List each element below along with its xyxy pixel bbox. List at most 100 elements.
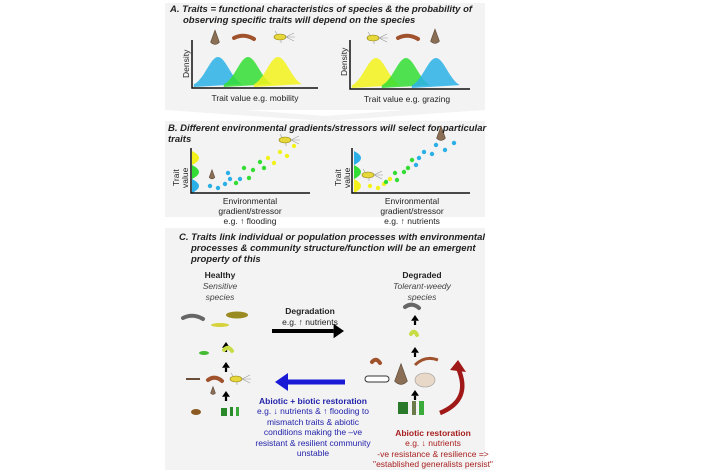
mayfly-legs-icon [279, 133, 300, 146]
text-line: -ve resistance & resilience => [377, 448, 489, 459]
panel-b-right-axes [351, 148, 470, 194]
snail-icon [210, 29, 220, 45]
chironomid-icon [364, 375, 390, 383]
panel-b-left-xlabel-2: gradient/stressor [218, 206, 282, 216]
trait-point [277, 149, 283, 155]
trait-point [394, 177, 400, 183]
snail-icon [436, 125, 446, 141]
trait-point [291, 143, 297, 149]
egg-mass-icon [414, 372, 436, 388]
mayfly-legs-icon [362, 168, 383, 181]
abiotic-biotic-restoration-arrow-head [275, 373, 288, 391]
trait-point [416, 155, 422, 161]
mayfly-icon [273, 33, 287, 41]
amphipod-icon [409, 329, 419, 337]
diatom-icon [412, 401, 416, 415]
food-web-arrow-head [411, 347, 419, 353]
trait-point [429, 151, 435, 157]
degraded-sub2: species [407, 292, 437, 302]
mayfly-icon [366, 34, 380, 42]
text-line: resistant & resilient community [255, 437, 371, 448]
panel-c-background [165, 228, 485, 470]
degraded-heading: Degraded [402, 270, 442, 280]
trait-point [387, 176, 393, 182]
trait-point [367, 183, 373, 189]
panel-a-left-axes [191, 40, 318, 89]
minnow-icon [211, 323, 229, 327]
algae-icon [230, 407, 233, 416]
oligochaete-icon [413, 356, 439, 367]
snail-icon [430, 28, 440, 44]
larva-icon [232, 33, 256, 41]
trait-point [451, 140, 457, 146]
abiotic-biotic-heading: Abiotic + biotic restoration [259, 396, 367, 406]
trait-point [405, 165, 411, 171]
trait-point [375, 185, 381, 191]
mayfly-legs-icon [274, 30, 295, 43]
algae-icon [221, 408, 227, 416]
eel-icon [403, 302, 421, 310]
trait-point [250, 167, 256, 173]
food-web-arrow-head [222, 391, 230, 397]
panel-a-left-xlabel: Trait value e.g. mobility [211, 93, 299, 103]
trait-point [265, 155, 271, 161]
trait-point [392, 170, 398, 176]
panel-b-left-ylabel-2: value [180, 167, 190, 188]
panel-c-title-line3: property of this [191, 254, 261, 265]
trait-distribution-blue [192, 179, 199, 193]
text-line: conditions making the –ve [263, 427, 363, 437]
trait-distribution-yellow [354, 179, 361, 193]
panel-b-right-xlabel-3: e.g. ↑ nutrients [384, 216, 440, 226]
panel-a-background [165, 3, 485, 110]
trait-point [442, 147, 448, 153]
text-line: "established generalists persist" [373, 459, 493, 469]
abiotic-restoration-arrow-head [450, 360, 466, 372]
food-web-arrow-head [411, 390, 419, 396]
mayfly-icon [278, 136, 292, 144]
trait-distribution-blue [354, 151, 361, 165]
degradation-arrow-head [333, 323, 344, 339]
panel-a-chevron [165, 104, 485, 121]
density-curve-blue [411, 58, 460, 88]
panel-b-title-line2: traits [168, 134, 192, 145]
trait-point [233, 180, 239, 186]
panel-a-right-axes [349, 40, 470, 90]
snail-icon [208, 168, 216, 180]
trait-point [246, 175, 252, 181]
caddis-case-icon [191, 409, 201, 415]
larva-icon [206, 375, 224, 383]
larva-icon [396, 33, 420, 41]
text-line: mismatch traits & abiotic [266, 416, 360, 427]
trait-point [383, 179, 389, 185]
food-web-arrow-head [411, 315, 419, 321]
eel-icon [181, 313, 205, 321]
trait-point [261, 165, 267, 171]
algae-icon [236, 407, 239, 416]
stonefly-icon [199, 351, 209, 355]
trait-point [241, 165, 247, 171]
algae-icon [419, 401, 424, 415]
snail-icon [210, 385, 216, 395]
trait-point [413, 162, 419, 168]
larva-icon [370, 357, 382, 365]
trout-icon [226, 311, 248, 319]
trait-distribution-yellow [192, 151, 199, 165]
panel-c-title-line2: processes & community structure/function… [191, 243, 476, 254]
text-line: unstable [296, 448, 330, 458]
trait-point [401, 169, 407, 175]
panel-b-title-line1: B. Different environmental gradients/str… [168, 123, 487, 134]
mayfly-icon [229, 375, 243, 383]
trait-point [257, 159, 263, 165]
snail-icon [394, 362, 408, 385]
trait-point [225, 170, 231, 176]
trait-distribution-green [192, 165, 199, 179]
abiotic-heading: Abiotic restoration [395, 428, 471, 438]
trait-point [215, 185, 221, 191]
food-web-arrow-head [222, 362, 230, 368]
mayfly-legs-icon [230, 372, 251, 385]
trait-distribution-green [354, 165, 361, 179]
trait-point [409, 157, 415, 163]
panel-b-background [165, 121, 485, 217]
trait-point [227, 176, 233, 182]
panel-a-right-xlabel: Trait value e.g. grazing [363, 94, 451, 104]
